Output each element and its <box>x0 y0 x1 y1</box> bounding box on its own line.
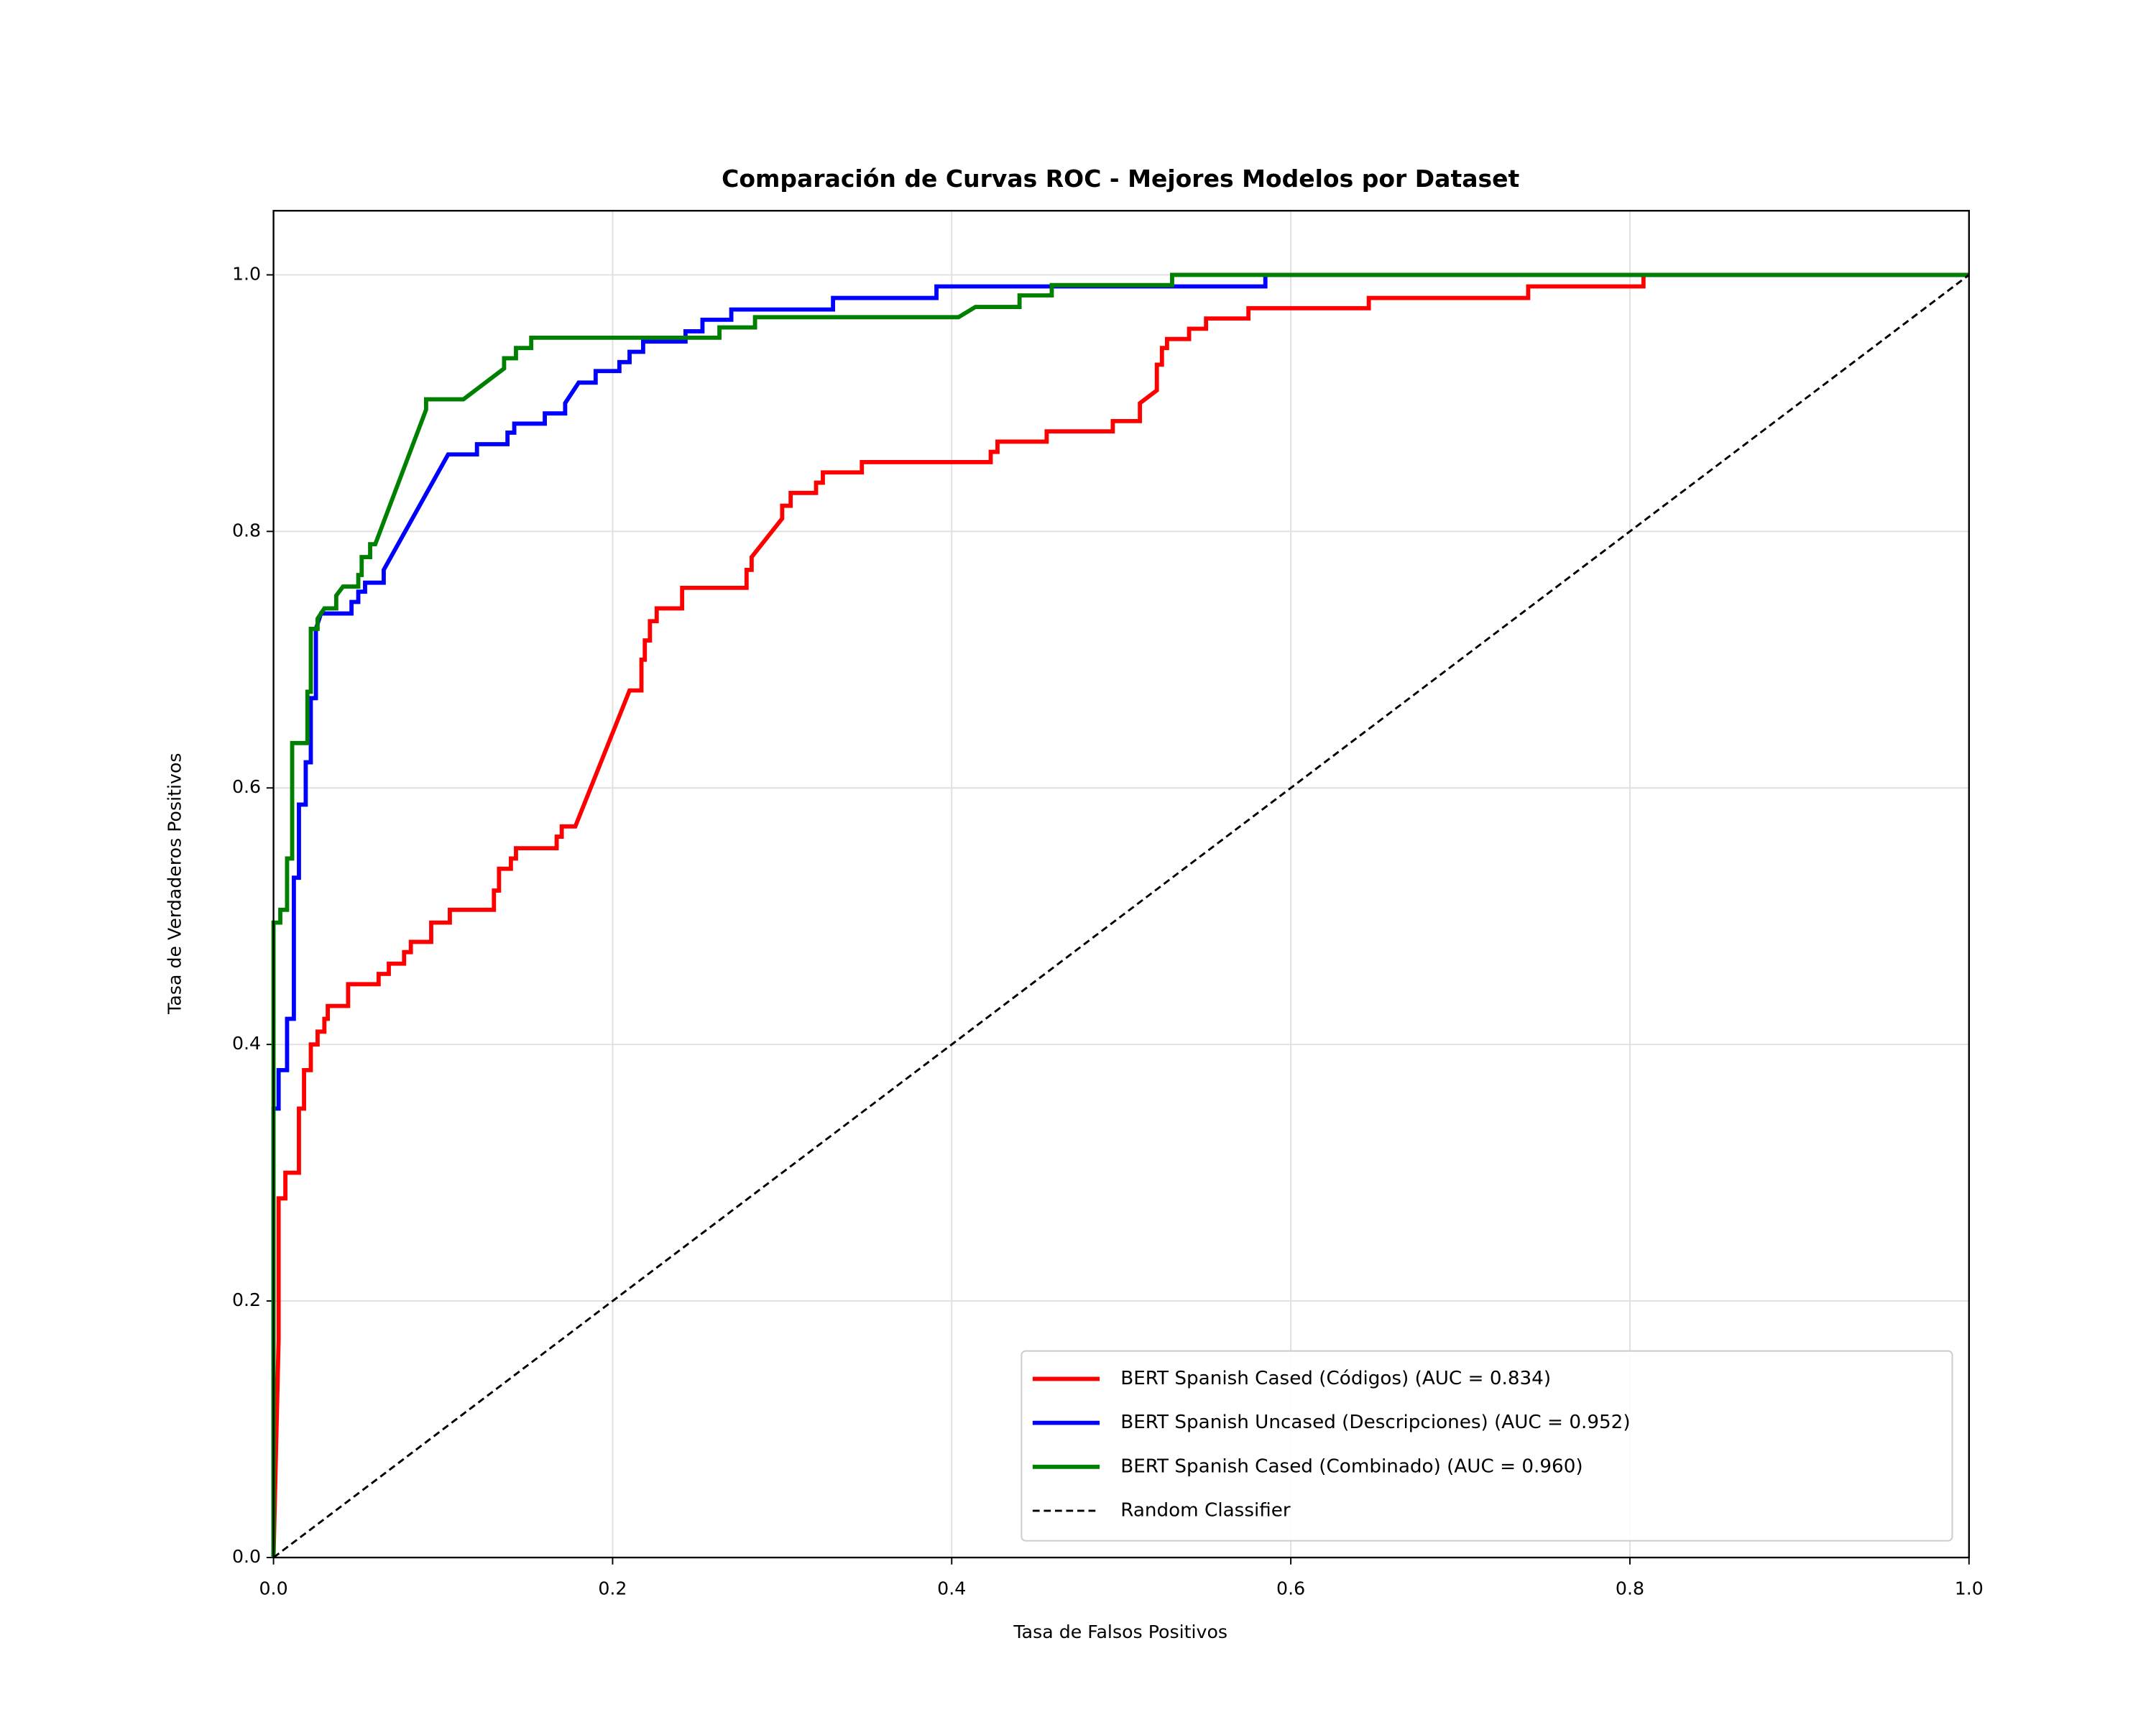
x-tick-label: 0.2 <box>598 1578 627 1599</box>
legend-label: BERT Spanish Cased (Combinado) (AUC = 0.… <box>1120 1455 1583 1477</box>
legend-label: BERT Spanish Cased (Códigos) (AUC = 0.83… <box>1120 1368 1551 1389</box>
legend-box <box>1021 1350 1953 1542</box>
x-tick-label: 0.4 <box>937 1578 966 1599</box>
legend-label: Random Classifier <box>1120 1499 1291 1521</box>
y-axis-label: Tasa de Verdaderos Positivos <box>165 753 185 1014</box>
roc-line <box>271 272 1969 1558</box>
y-tick-label: 0.4 <box>232 1033 261 1054</box>
legend: BERT Spanish Cased (Códigos) (AUC = 0.83… <box>1021 1350 1953 1542</box>
x-tick-label: 1.0 <box>1955 1578 1984 1599</box>
y-tick-label: 0.6 <box>232 776 261 797</box>
x-axis-label: Tasa de Falsos Positivos <box>1013 1622 1227 1642</box>
y-tick-label: 0.8 <box>232 520 261 540</box>
legend-label: BERT Spanish Uncased (Descripciones) (AU… <box>1120 1412 1630 1433</box>
x-tick-label: 0.6 <box>1276 1578 1305 1599</box>
roc-line <box>271 272 1969 1558</box>
x-tick-label: 0.0 <box>259 1578 288 1599</box>
roc-line <box>272 274 1970 1559</box>
roc-line <box>271 272 1969 1558</box>
y-tick-label: 0.2 <box>232 1289 261 1310</box>
y-tick-label: 0.0 <box>232 1546 261 1567</box>
y-tick-label: 1.0 <box>232 263 261 284</box>
chart-title: Comparación de Curvas ROC - Mejores Mode… <box>722 165 1519 193</box>
x-tick-label: 0.8 <box>1616 1578 1644 1599</box>
plot-frame <box>272 210 1970 1559</box>
